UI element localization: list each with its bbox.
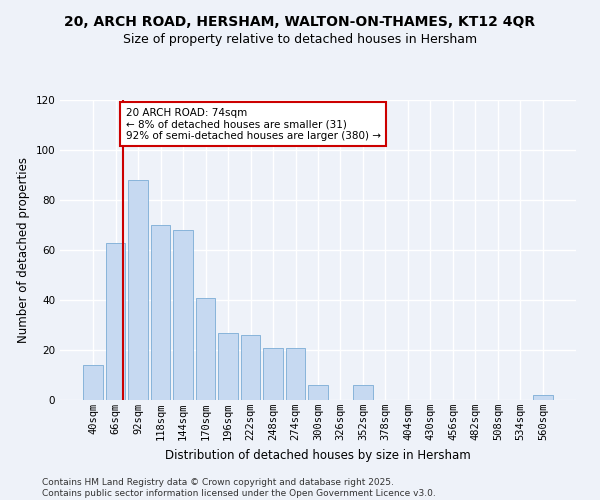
Bar [106, 242, 125, 400]
Bar [173, 230, 193, 400]
Bar [353, 385, 373, 400]
Bar [128, 180, 148, 400]
Bar [83, 365, 103, 400]
Bar [241, 335, 260, 400]
Bar [308, 385, 328, 400]
Bar [533, 395, 553, 400]
Bar [196, 298, 215, 400]
Text: Size of property relative to detached houses in Hersham: Size of property relative to detached ho… [123, 32, 477, 46]
Bar [218, 332, 238, 400]
Y-axis label: Number of detached properties: Number of detached properties [17, 157, 30, 343]
Bar [151, 225, 170, 400]
Text: 20 ARCH ROAD: 74sqm
← 8% of detached houses are smaller (31)
92% of semi-detache: 20 ARCH ROAD: 74sqm ← 8% of detached hou… [125, 108, 380, 140]
X-axis label: Distribution of detached houses by size in Hersham: Distribution of detached houses by size … [165, 448, 471, 462]
Bar [286, 348, 305, 400]
Text: 20, ARCH ROAD, HERSHAM, WALTON-ON-THAMES, KT12 4QR: 20, ARCH ROAD, HERSHAM, WALTON-ON-THAMES… [64, 15, 536, 29]
Text: Contains HM Land Registry data © Crown copyright and database right 2025.
Contai: Contains HM Land Registry data © Crown c… [42, 478, 436, 498]
Bar [263, 348, 283, 400]
